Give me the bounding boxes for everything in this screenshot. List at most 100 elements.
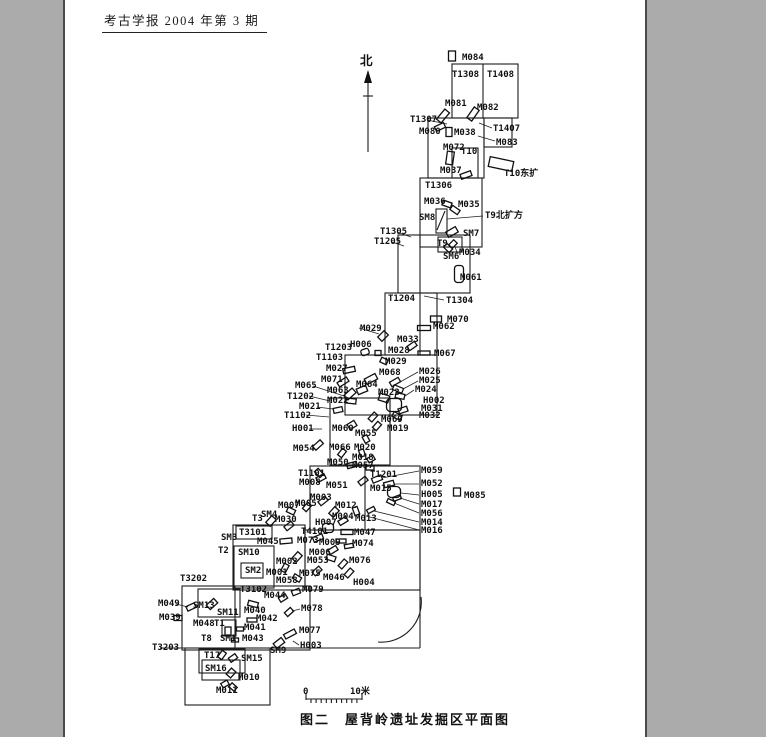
tomb-glyph <box>435 108 451 124</box>
tomb-glyph <box>343 567 355 579</box>
tomb-glyph <box>277 592 289 604</box>
tomb-glyph <box>291 572 303 584</box>
map-label: T3203 <box>152 643 179 653</box>
label-leader-line <box>391 241 405 247</box>
tomb-glyph <box>459 169 473 181</box>
map-label: H001 <box>292 424 314 434</box>
map-label: T1204 <box>388 294 416 304</box>
map-label: M061 <box>460 273 482 283</box>
map-label: M059 <box>421 466 443 476</box>
tomb-glyph <box>357 448 367 458</box>
map-label: M030 <box>275 515 297 525</box>
tomb-glyph <box>336 515 350 527</box>
tomb-glyph <box>377 392 391 404</box>
label-leader-line <box>381 470 420 479</box>
tomb-glyph <box>317 495 329 507</box>
map-label: M011 <box>216 686 238 696</box>
tomb-glyph <box>227 681 239 693</box>
map-label: T9北扩方 <box>485 209 523 221</box>
map-label: T3102 <box>240 585 267 595</box>
map-label: M065 <box>295 381 317 391</box>
map-label: SM4 <box>261 510 278 520</box>
tomb-glyph <box>378 356 390 366</box>
tomb-glyph <box>444 225 460 239</box>
map-label: T1305 <box>380 227 407 237</box>
figure-caption: 图二 屋背岭遗址发掘区平面图 <box>299 712 510 727</box>
map-label: M073 <box>297 536 319 546</box>
map-label: T10东扩 <box>504 167 538 179</box>
label-leader-line <box>446 215 484 220</box>
map-label: M043 <box>242 634 264 644</box>
tomb-glyph <box>391 383 405 395</box>
tomb-glyph <box>445 126 453 138</box>
map-label: T1202 <box>287 392 314 402</box>
label-leader-line <box>316 406 334 410</box>
tomb-glyph <box>447 50 457 62</box>
map-label: T1205 <box>374 237 401 247</box>
label-leader-line <box>365 515 420 531</box>
map-label: M014 <box>421 518 443 528</box>
map-label: M019 <box>387 424 409 434</box>
trench-outline <box>201 659 241 681</box>
label-leader-line <box>305 414 330 418</box>
map-label: T1101 <box>298 469 325 479</box>
map-label: M018 <box>352 453 374 463</box>
map-label: H002 <box>423 396 445 406</box>
map-label: H006 <box>350 340 372 350</box>
map-label: M021 <box>299 402 321 412</box>
map-label: M063 <box>327 386 349 396</box>
map-label: M068 <box>379 368 401 378</box>
map-label: M058 <box>276 576 298 586</box>
map-label: T1102 <box>284 411 311 421</box>
map-label: M027 <box>326 364 348 374</box>
tomb-glyph <box>173 614 183 622</box>
label-leader-line <box>308 395 331 402</box>
tomb-glyph <box>272 636 286 650</box>
map-label: M052 <box>421 479 443 489</box>
tomb-glyph <box>343 542 355 550</box>
map-label: M029 <box>360 324 382 334</box>
tomb-glyph <box>361 433 371 445</box>
tomb-glyph <box>345 397 357 405</box>
map-label: M083 <box>496 138 518 148</box>
label-leader-line <box>402 380 419 390</box>
map-label: M077 <box>299 626 321 636</box>
trench-outline <box>197 588 241 618</box>
label-leader-line <box>292 640 300 646</box>
map-label: M024 <box>415 385 437 395</box>
north-arrow-head <box>364 70 372 83</box>
map-label: M080 <box>419 127 441 137</box>
map-label: M010 <box>238 673 260 683</box>
tomb-glyph <box>417 350 431 356</box>
map-label: SM6 <box>443 252 459 262</box>
map-label: M017 <box>421 500 443 510</box>
tomb-glyph <box>453 264 465 284</box>
map-label: M032 <box>419 411 441 421</box>
map-label: M046 <box>323 573 345 583</box>
map-label: SM2 <box>245 566 261 576</box>
tomb-glyph <box>336 376 350 388</box>
tomb-glyph <box>416 324 432 332</box>
map-label: SM11 <box>217 608 239 618</box>
map-label: M038 <box>454 128 476 138</box>
scale-bar <box>305 693 363 703</box>
tomb-glyph <box>313 467 325 479</box>
map-label: T1304 <box>446 296 474 306</box>
tomb-glyph <box>365 505 377 515</box>
map-label: M079 <box>302 585 324 595</box>
map-label: M076 <box>349 556 371 566</box>
map-label: M039 <box>159 613 181 623</box>
tomb-glyph <box>371 420 383 432</box>
tomb-glyph <box>290 550 304 564</box>
tomb-glyph <box>341 365 357 375</box>
map-label: H004 <box>353 578 375 588</box>
map-label: M012 <box>335 501 357 511</box>
map-label: M034 <box>459 248 481 258</box>
trench-outline <box>198 648 246 674</box>
map-label: M023 <box>378 388 400 398</box>
map-label: M007 <box>278 501 300 511</box>
label-leader-line <box>399 371 419 383</box>
tomb-glyph <box>429 315 443 323</box>
map-label: H007 <box>315 518 337 528</box>
